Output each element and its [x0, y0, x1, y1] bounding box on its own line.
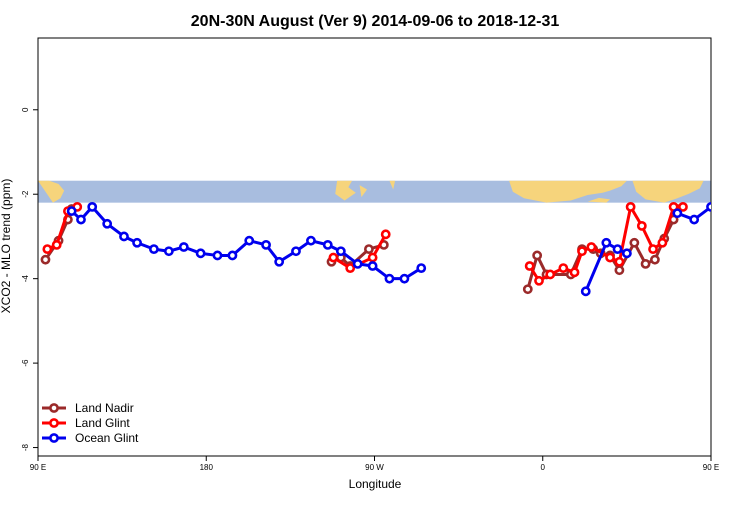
data-point	[87, 201, 98, 212]
data-point	[306, 235, 316, 246]
data-point	[76, 214, 86, 225]
data-point	[119, 231, 129, 242]
chart-title: 20N-30N August (Ver 9) 2014-09-06 to 201…	[191, 13, 560, 30]
data-point	[577, 246, 587, 257]
data-point	[42, 244, 53, 255]
data-point	[625, 201, 636, 212]
legend-marker	[49, 433, 59, 443]
map-land-3	[389, 180, 396, 190]
data-point	[614, 256, 625, 267]
series-layer	[40, 201, 711, 297]
data-point	[212, 250, 223, 261]
data-point	[51, 239, 62, 250]
x-tick-label: 90 E	[30, 463, 46, 472]
data-point	[605, 252, 615, 263]
y-tick-label: -2	[21, 190, 30, 198]
data-point	[612, 244, 623, 255]
x-tick-label: 90 W	[365, 463, 384, 472]
data-point	[672, 208, 683, 219]
map-land-2	[359, 185, 368, 198]
legend-item: Ocean Glint	[42, 431, 139, 445]
data-point	[689, 214, 700, 225]
map-land-4	[509, 180, 627, 203]
data-point	[629, 237, 640, 248]
data-point	[558, 263, 569, 274]
data-point	[522, 284, 533, 295]
data-point	[650, 254, 660, 265]
legend-item: Land Glint	[42, 416, 130, 430]
data-point	[640, 258, 651, 269]
legend-label: Ocean Glint	[75, 431, 139, 445]
legend-item: Land Nadir	[42, 401, 134, 415]
data-point	[367, 252, 378, 263]
y-tick-label: -8	[21, 443, 30, 451]
data-point	[621, 248, 632, 259]
data-point	[532, 250, 543, 261]
world-map-band	[38, 180, 711, 203]
x-tick-label: 90 E	[703, 463, 719, 472]
y-axis-label: XCO2 - MLO trend (ppm)	[0, 179, 13, 314]
data-point	[657, 237, 668, 248]
map-land-5	[632, 180, 704, 203]
data-point	[706, 201, 711, 212]
data-point	[195, 248, 206, 259]
data-point	[163, 246, 174, 257]
data-point	[367, 261, 378, 271]
data-point	[363, 244, 374, 255]
series-land-glint	[42, 201, 688, 286]
data-point	[384, 273, 395, 284]
data-point	[352, 258, 363, 269]
data-point	[569, 267, 580, 278]
data-point	[380, 229, 391, 240]
data-point	[345, 263, 356, 274]
legend-label: Land Glint	[75, 416, 130, 430]
data-point	[322, 239, 333, 250]
data-point	[416, 263, 427, 274]
x-tick-label: 0	[541, 463, 546, 472]
data-point	[102, 218, 113, 229]
data-point	[586, 242, 597, 252]
series-line	[584, 241, 628, 292]
data-point	[244, 235, 255, 246]
data-point	[335, 246, 346, 257]
data-point	[545, 269, 556, 280]
legend-label: Land Nadir	[75, 401, 134, 415]
data-point	[580, 286, 591, 297]
data-point	[399, 273, 410, 284]
map-land-1	[335, 180, 356, 201]
data-point	[614, 265, 625, 276]
x-axis: 90 E 180 90 W 0 90 E	[30, 456, 719, 472]
series-ocean-glint	[66, 201, 711, 297]
data-point	[274, 256, 285, 267]
data-point	[132, 237, 142, 248]
legend-marker	[49, 418, 59, 428]
data-point	[149, 244, 159, 255]
data-point	[40, 254, 51, 265]
data-point	[261, 239, 271, 250]
y-tick-label: -4	[21, 275, 30, 283]
data-point	[601, 237, 612, 248]
x-axis-label: Longitude	[349, 477, 402, 491]
data-point	[648, 244, 658, 255]
data-point	[227, 250, 238, 261]
data-point	[291, 246, 301, 257]
data-point	[678, 201, 688, 212]
data-point	[524, 261, 535, 271]
legend-marker	[49, 403, 59, 413]
data-point	[328, 252, 339, 263]
data-point	[178, 242, 189, 252]
y-axis: 0 -2 -4 -6 -8	[21, 107, 38, 451]
data-point	[66, 206, 77, 217]
data-point	[534, 275, 544, 286]
map-land-0	[38, 180, 65, 203]
map-land-6	[587, 197, 611, 203]
data-point	[636, 220, 647, 231]
y-tick-label: 0	[21, 107, 30, 112]
y-tick-label: -6	[21, 359, 30, 367]
x-tick-label: 180	[200, 463, 214, 472]
